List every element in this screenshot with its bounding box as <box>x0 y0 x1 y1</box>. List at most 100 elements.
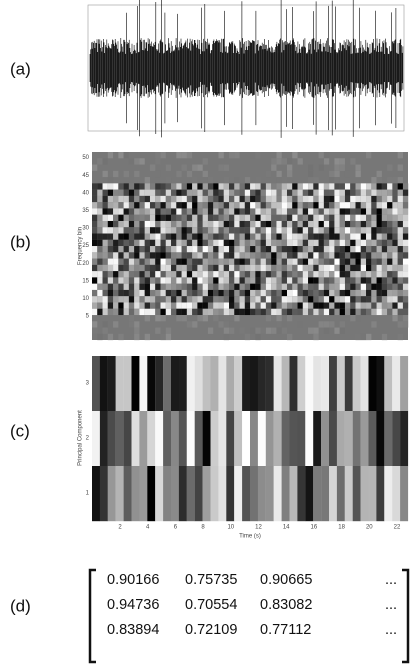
spectrogram-cell <box>229 202 235 209</box>
spectrogram-cell <box>323 252 330 259</box>
spectrogram-cell <box>387 164 393 171</box>
spectrogram-cell <box>97 158 103 165</box>
spectrogram-cell <box>281 214 288 221</box>
spectrogram-cell <box>97 227 103 234</box>
spectrogram-cell <box>313 246 319 253</box>
spectrogram-cell <box>113 264 119 272</box>
spectrogram-cell <box>181 302 187 309</box>
spectrogram-cell <box>102 289 108 297</box>
spectrogram-cell <box>239 214 245 221</box>
spectrogram-cell <box>397 264 403 272</box>
spectrogram-cell <box>123 183 129 190</box>
spectrogram-cell <box>134 283 140 290</box>
heatmap-cell <box>131 466 140 522</box>
spectrogram-cell <box>286 208 293 215</box>
spectrogram-cell <box>160 283 166 290</box>
spectrogram-cell <box>186 308 193 316</box>
spectrogram-cell <box>366 283 372 290</box>
spectrogram-cell <box>381 239 388 247</box>
spectrogram-cell <box>123 277 129 284</box>
spectrogram-cell <box>118 277 124 284</box>
spectrogram-cell <box>276 302 282 309</box>
spectrogram-cell <box>339 302 345 309</box>
spectrogram-cell <box>323 271 330 278</box>
spectrogram-cell <box>186 258 193 265</box>
spectrogram-cell <box>392 271 398 278</box>
spectrogram-cell <box>292 296 298 303</box>
spectrogram-cell <box>260 283 266 290</box>
spectrogram-cell <box>192 283 198 290</box>
spectrogram-cell <box>107 246 114 253</box>
heatmap-cell <box>336 411 345 467</box>
heatmap-cell <box>218 411 227 467</box>
spectrogram-cell <box>160 152 166 159</box>
heatmap-cell <box>139 411 148 467</box>
spectrogram-cell <box>123 296 129 303</box>
spectrogram-cell <box>292 202 298 209</box>
spectrogram-cell <box>334 264 340 272</box>
spectrogram-cell <box>376 252 382 259</box>
spectrogram-cell <box>128 239 135 247</box>
spectrogram-cell <box>397 258 403 265</box>
spectrogram-cell <box>308 214 314 221</box>
spectrogram-cell <box>149 264 156 272</box>
spectrogram-cell <box>165 164 172 171</box>
heatmap-cell <box>99 411 108 467</box>
spectrogram-cell <box>165 283 172 290</box>
spectrogram-cell <box>397 177 403 184</box>
spectrogram-cell <box>265 308 272 316</box>
heatmap-cell <box>194 411 203 467</box>
spectrogram-cell <box>402 214 409 221</box>
spectrogram-cell <box>197 208 203 215</box>
spectrogram-cell <box>371 277 377 284</box>
spectrogram-cell <box>387 271 393 278</box>
heatmap-cell <box>210 466 219 522</box>
spectrogram-cell <box>313 271 319 278</box>
spectrogram-cell <box>281 233 288 240</box>
heatmap-cell <box>163 466 172 522</box>
spectrogram-cell <box>239 302 245 309</box>
spectrogram-cell <box>334 252 340 259</box>
spectrogram-cell <box>97 252 103 259</box>
spectrogram-cell <box>218 183 224 190</box>
spectrogram-cell <box>292 183 298 190</box>
spectrogram-cell <box>234 264 240 272</box>
spectrogram-cell <box>255 183 261 190</box>
heatmap-cell <box>202 411 211 467</box>
spectrogram-cell <box>292 152 298 159</box>
spectrogram-cell <box>202 220 208 228</box>
spectrogram-cell <box>97 258 103 265</box>
spectrogram-cell <box>350 283 356 290</box>
spectrogram-cell <box>323 214 330 221</box>
spectrogram-cell <box>366 152 372 159</box>
spectrogram-cell <box>271 227 277 234</box>
spectrogram-cell <box>265 327 272 334</box>
spectrogram-cell <box>181 252 187 259</box>
spectrogram-cell <box>213 258 219 265</box>
spectrogram-cell <box>344 264 351 272</box>
spectrogram-cell <box>218 189 224 196</box>
spectrogram-cell <box>286 283 293 290</box>
spectrogram-cell <box>218 258 224 265</box>
spectrogram-cell <box>334 271 340 278</box>
spectrogram-cell <box>218 208 224 215</box>
x-tick-label: 22 <box>394 525 401 531</box>
spectrogram-cell <box>260 258 266 265</box>
spectrogram-cell <box>402 315 409 322</box>
spectrogram-cell <box>355 283 361 290</box>
spectrogram-cell <box>339 258 345 265</box>
spectrogram-cell <box>123 258 129 265</box>
spectrogram-cell <box>360 183 367 190</box>
spectrogram-cell <box>381 302 388 309</box>
spectrogram-cell <box>387 233 393 240</box>
spectrogram-cell <box>366 202 372 209</box>
spectrogram-cell <box>271 208 277 215</box>
spectrogram-cell <box>160 246 166 253</box>
spectrogram-cell <box>165 202 172 209</box>
spectrogram-cell <box>218 214 224 221</box>
spectrogram-cell <box>229 208 235 215</box>
spectrogram-cell <box>360 302 367 309</box>
heatmap-cell <box>131 411 140 467</box>
spectrogram-cell <box>123 283 129 290</box>
spectrogram-cell <box>366 227 372 234</box>
